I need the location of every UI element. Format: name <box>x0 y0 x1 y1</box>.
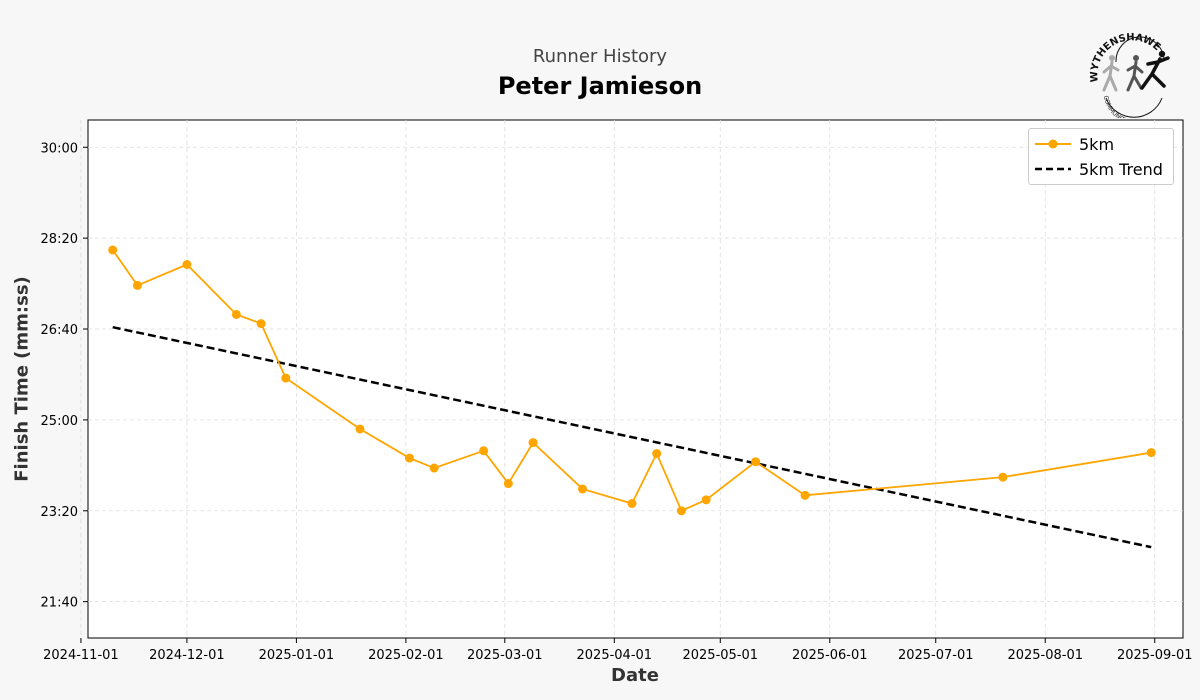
y-tick-label: 28:20 <box>41 232 78 247</box>
data-point-5km <box>800 490 810 500</box>
legend-label-5km-trend: 5km Trend <box>1079 159 1163 179</box>
data-point-5km <box>256 319 266 329</box>
data-point-5km <box>182 259 192 269</box>
data-point-5km <box>355 424 365 434</box>
x-tick-label: 2025-07-01 <box>898 648 974 663</box>
plot-area <box>87 119 1184 639</box>
data-point-5km <box>528 438 538 448</box>
data-point-5km <box>429 463 439 473</box>
series-layer <box>108 245 1156 549</box>
club-logo-icon: WYTHENSHAWE COMMUNITY RUN <box>1089 32 1170 126</box>
data-point-5km <box>404 453 414 463</box>
data-point-5km <box>231 309 241 319</box>
data-point-5km <box>281 373 291 383</box>
legend-swatch-5km-trend <box>1035 167 1071 171</box>
data-point-5km <box>479 446 489 456</box>
x-tick-label: 2024-11-01 <box>43 648 119 663</box>
data-point-5km <box>751 457 761 467</box>
data-point-5km <box>701 495 711 505</box>
x-tick-label: 2025-08-01 <box>1007 648 1083 663</box>
x-axis-label: Date <box>611 665 659 686</box>
axes: 2024-11-01 2024-12-01 2025-01-01 2025-02-01… <box>41 141 1193 663</box>
x-tick-label: 2025-09-01 <box>1117 648 1193 663</box>
legend-swatch-5km <box>1035 139 1071 149</box>
y-tick-label: 30:00 <box>41 141 78 156</box>
y-tick-label: 26:40 <box>41 323 78 338</box>
data-point-5km <box>998 472 1008 482</box>
y-tick-label: 21:40 <box>41 596 78 611</box>
chart-subtitle: Runner History <box>532 46 668 67</box>
x-tick-label: 2025-04-01 <box>577 648 653 663</box>
legend-item-5km: 5km <box>1035 133 1114 155</box>
x-tick-label: 2024-12-01 <box>149 648 225 663</box>
x-tick-label: 2025-05-01 <box>682 648 758 663</box>
data-point-5km <box>132 280 142 290</box>
y-tick-label: 23:20 <box>41 505 78 520</box>
data-point-5km <box>627 499 637 509</box>
data-point-5km <box>676 506 686 516</box>
chart-title: Peter Jamieson <box>497 72 703 100</box>
club-logo: WYTHENSHAWE COMMUNITY RUN <box>1086 28 1176 126</box>
data-point-5km <box>108 245 118 255</box>
x-tick-label: 2025-02-01 <box>368 648 444 663</box>
legend: 5km 5km Trend <box>1028 128 1174 185</box>
data-point-5km <box>1146 448 1156 458</box>
legend-label-5km: 5km <box>1079 134 1115 154</box>
data-point-5km <box>503 479 513 489</box>
data-point-5km <box>578 484 588 494</box>
series-line-5km-trend <box>112 325 1152 549</box>
grid <box>80 120 1183 638</box>
x-tick-label: 2025-03-01 <box>467 648 543 663</box>
x-tick-label: 2025-06-01 <box>792 648 868 663</box>
x-tick-label: 2025-01-01 <box>259 648 335 663</box>
y-tick-label: 25:00 <box>41 414 78 429</box>
legend-item-5km-trend: 5km Trend <box>1035 158 1163 180</box>
y-axis-label: Finish Time (mm:ss) <box>11 276 33 482</box>
data-point-5km <box>652 449 662 459</box>
